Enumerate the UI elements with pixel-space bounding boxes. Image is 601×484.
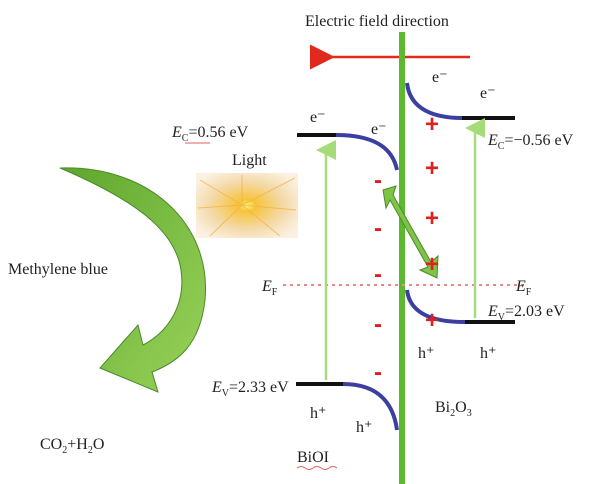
band-label: EC=0.56 eV	[171, 124, 249, 144]
title: Electric field direction	[305, 13, 449, 30]
positive-charge: +	[425, 205, 439, 232]
electron: e⁻	[371, 121, 387, 138]
positive-charge: +	[425, 251, 439, 278]
hole: h⁺	[418, 345, 434, 362]
negative-charge: -	[374, 359, 382, 386]
material-label: BiOI	[297, 449, 329, 466]
hole: h⁺	[356, 419, 372, 436]
positive-charge: +	[425, 111, 439, 138]
fermi-label: EF	[515, 278, 532, 298]
electron: e⁻	[432, 69, 448, 86]
hole: h⁺	[480, 345, 496, 362]
dye-label: Methylene blue	[8, 261, 108, 278]
positive-charge: +	[425, 307, 439, 334]
light-label: Light	[232, 152, 267, 169]
negative-charge: -	[374, 167, 382, 194]
band-label: EV=2.03 eV	[487, 303, 565, 323]
negative-charge: -	[374, 215, 382, 242]
electron: e⁻	[310, 109, 326, 126]
fermi-label: EF	[261, 278, 278, 298]
products-label: CO2+H2O	[40, 436, 104, 456]
diagram: Electric field direction EF EF EC=0.56 e…	[0, 0, 601, 484]
electron: e⁻	[480, 85, 496, 102]
positive-charge: +	[425, 155, 439, 182]
band-bending	[336, 135, 397, 170]
hole: h⁺	[310, 405, 326, 422]
band-label: EC=−0.56 eV	[487, 132, 574, 152]
reaction-arrow	[60, 168, 206, 392]
underline	[297, 467, 337, 470]
negative-charge: -	[374, 311, 382, 338]
negative-charge: -	[374, 261, 382, 288]
material-label: Bi2O3	[435, 399, 472, 419]
band-label: EV=2.33 eV	[211, 379, 289, 399]
